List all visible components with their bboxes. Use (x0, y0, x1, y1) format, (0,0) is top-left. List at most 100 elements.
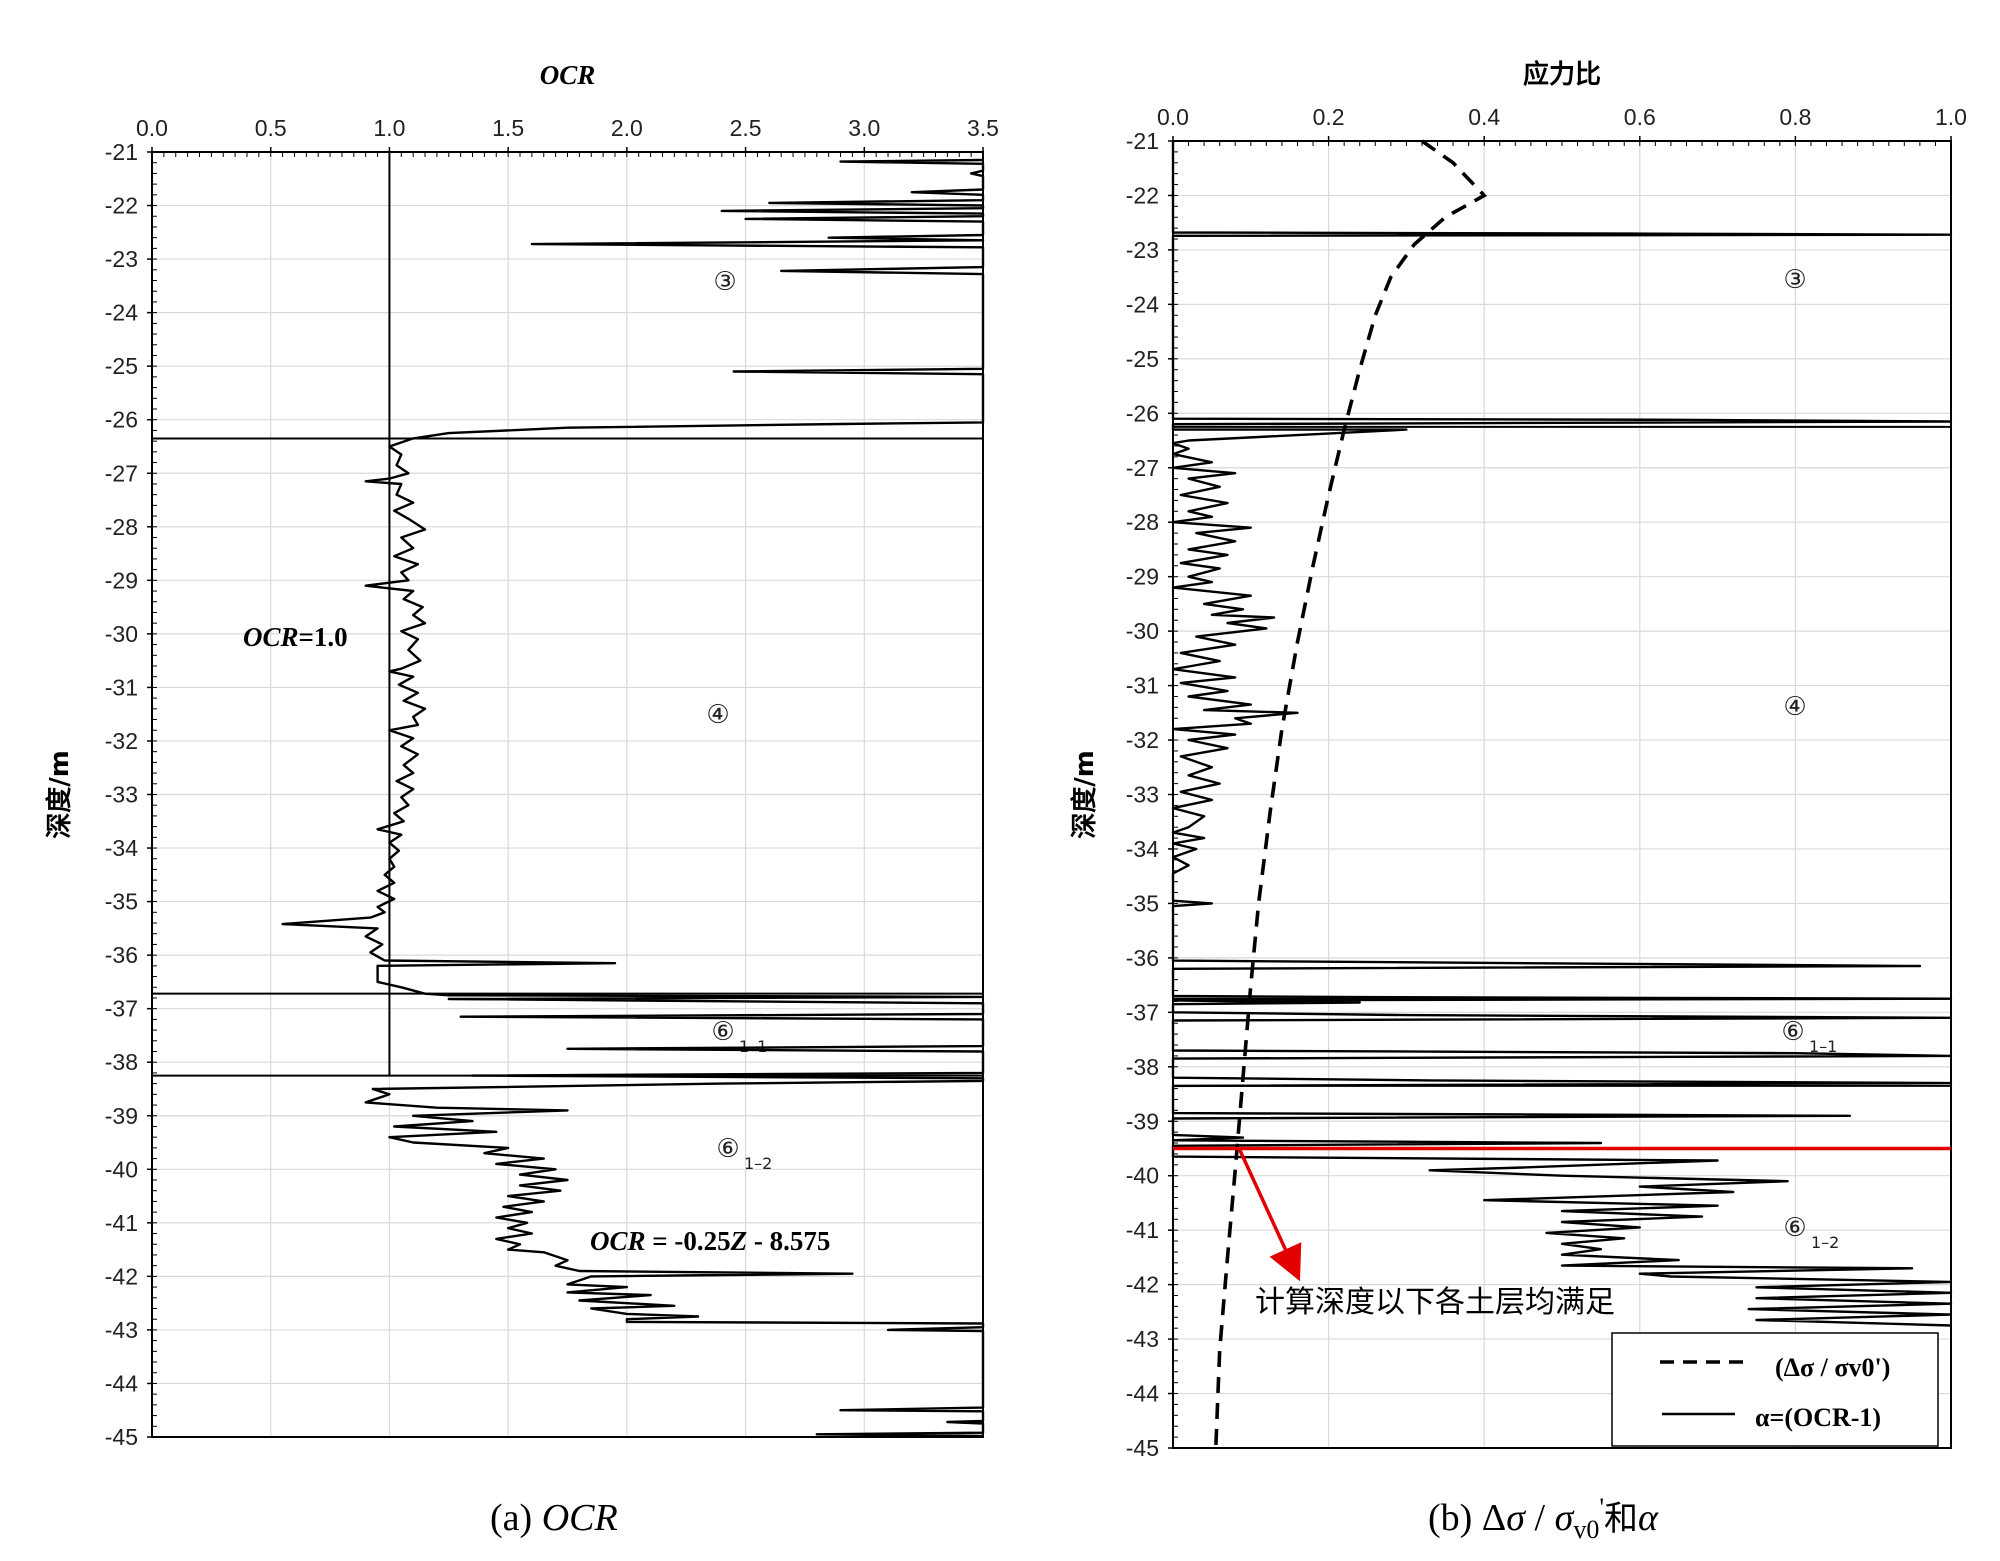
y-tick-label: -25 (105, 353, 138, 379)
y-tick-label: -27 (1126, 455, 1159, 481)
y-tick-label: -22 (1126, 182, 1159, 208)
y-tick-label: -38 (1126, 1054, 1159, 1080)
legend: (Δσ / σv0') α=(OCR-1) (1611, 1332, 1939, 1447)
caption-b-sigma: σ (1506, 1497, 1526, 1539)
y-tick-label: -43 (105, 1317, 138, 1343)
y-tick-label: -24 (1126, 291, 1159, 317)
caption-b-slash: / (1525, 1497, 1555, 1539)
y-tick-label: -38 (105, 1049, 138, 1075)
soil-layer-label: ⑥ (1783, 1213, 1806, 1243)
alpha-series-line (1171, 141, 1953, 1327)
y-tick-label: -36 (1126, 945, 1159, 971)
y-tick-label: -37 (105, 996, 138, 1022)
caption-b-he: 和 (1604, 1499, 1638, 1539)
ocr-one-value: =1.0 (299, 622, 348, 652)
y-tick-label: -37 (1126, 999, 1159, 1025)
caption-a-ocr: OCR (542, 1497, 618, 1539)
x-tick-label: 1.0 (373, 115, 405, 141)
soil-layer-label: ⑥ (1781, 1017, 1804, 1047)
annotation-ocr-equals-one: OCR=1.0 (243, 622, 348, 652)
soil-layer-subscript: 1–2 (1811, 1233, 1839, 1252)
soil-layer-label: ⑥ (711, 1017, 734, 1047)
fit-equation-ocr: OCR (590, 1226, 646, 1256)
fit-equation-intercept: - 8.575 (747, 1226, 830, 1256)
x-axis-label: OCR (540, 60, 596, 90)
x-tick-label: 0.6 (1624, 104, 1656, 130)
y-tick-label: -29 (105, 567, 138, 593)
x-tick-label: 1.5 (492, 115, 524, 141)
y-tick-label: -30 (1126, 618, 1159, 644)
panel-a-ocr-chart: 0.0 0.5 1.0 1.5 2.0 2.5 3.0 3.5 -21 -22 -23 -24 -25 -… (44, 60, 999, 1450)
y-tick-label: -32 (105, 728, 138, 754)
panel-b-stress-ratio-chart: 0.0 0.2 0.4 0.6 0.8 1.0 -21 -22 -23 -24 -25 -26 -27 -… (1069, 59, 1967, 1461)
y-tick-label: -26 (1126, 400, 1159, 426)
y-tick-label: -33 (1126, 782, 1159, 808)
x-axis-label: 应力比 (1523, 59, 1601, 90)
soil-layer-label: ③ (713, 267, 736, 297)
y-tick-label: -41 (1126, 1217, 1159, 1243)
y-tick-label: -40 (1126, 1163, 1159, 1189)
y-tick-label: -31 (105, 674, 138, 700)
y-tick-label: -42 (105, 1263, 138, 1289)
calc-depth-arrow (1237, 1147, 1302, 1282)
y-tick-label: -33 (105, 782, 138, 808)
y-tick-label: -45 (105, 1424, 138, 1450)
x-tick-label: 0.0 (136, 115, 168, 141)
x-tick-label: 2.5 (730, 115, 762, 141)
y-tick-label: -25 (1126, 346, 1159, 372)
legend-solid-label: α=(OCR-1) (1755, 1403, 1881, 1432)
caption-b-sigma2: σ (1555, 1497, 1575, 1539)
y-tick-label: -43 (1126, 1326, 1159, 1352)
minor-ticks (151, 151, 984, 1438)
soil-layer-label: ④ (706, 700, 729, 730)
y-tick-label: -21 (1126, 128, 1159, 154)
y-tick-label: -31 (1126, 673, 1159, 699)
y-tick-label: -39 (1126, 1108, 1159, 1134)
y-tick-label: -34 (105, 835, 138, 861)
fit-equation-z: Z (730, 1226, 748, 1256)
soil-layer-subscript: 1–1 (1809, 1037, 1837, 1056)
y-axis-label: 深度/m (1069, 750, 1100, 839)
x-tick-label: 0.8 (1779, 104, 1811, 130)
y-tick-label: -28 (1126, 509, 1159, 535)
caption-b-sub: v0 (1573, 1515, 1599, 1544)
x-tick-label: 0.4 (1468, 104, 1500, 130)
caption-a-prefix: (a) (490, 1497, 542, 1539)
fit-equation-slope: = -0.25 (646, 1226, 731, 1256)
x-tick-label: 1.0 (1935, 104, 1967, 130)
y-tick-label: -29 (1126, 564, 1159, 590)
caption-b-prefix: (b) Δ (1428, 1497, 1506, 1539)
y-tick-label: -23 (105, 246, 138, 272)
minor-ticks (1172, 140, 1952, 1449)
soil-layer-label: ⑥ (716, 1134, 739, 1164)
ocr-one-italic: OCR (243, 622, 299, 652)
y-tick-label: -35 (105, 889, 138, 915)
y-tick-label: -23 (1126, 237, 1159, 263)
y-tick-label: -42 (1126, 1272, 1159, 1298)
caption-b: (b) Δσ / σv0'和α (1428, 1493, 1659, 1544)
x-tick-label: 2.0 (611, 115, 643, 141)
grid-lines (151, 151, 984, 1438)
x-tick-label: 0.0 (1157, 104, 1189, 130)
x-tick-label: 3.0 (848, 115, 880, 141)
x-tick-label: 0.2 (1313, 104, 1345, 130)
y-tick-label: -28 (105, 514, 138, 540)
calc-depth-note: 计算深度以下各土层均满足 (1255, 1285, 1615, 1320)
y-tick-label: -34 (1126, 836, 1159, 862)
y-tick-label: -40 (105, 1156, 138, 1182)
legend-box (1611, 1332, 1939, 1447)
y-tick-label: -45 (1126, 1435, 1159, 1461)
y-tick-label: -41 (105, 1210, 138, 1236)
y-tick-label: -26 (105, 407, 138, 433)
y-tick-label: -35 (1126, 890, 1159, 916)
stress-ratio-dashed-series (1214, 139, 1488, 1449)
caption-b-prime: ' (1599, 1493, 1604, 1522)
y-tick-label: -24 (105, 300, 138, 326)
y-tick-label: -27 (105, 460, 138, 486)
y-tick-label: -21 (105, 139, 138, 165)
legend-dashed-label: (Δσ / σv0') (1775, 1353, 1890, 1382)
y-tick-label: -32 (1126, 727, 1159, 753)
y-tick-label: -36 (105, 942, 138, 968)
x-tick-label: 3.5 (967, 115, 999, 141)
